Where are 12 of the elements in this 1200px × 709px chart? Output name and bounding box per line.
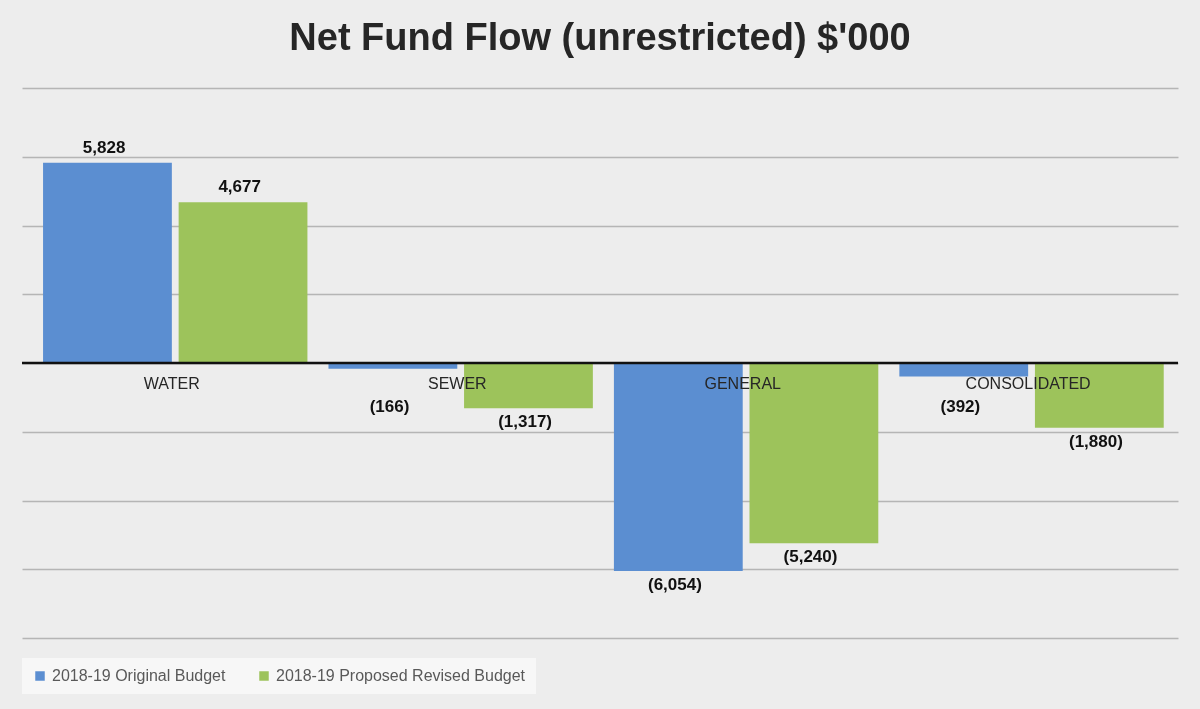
chart-title: Net Fund Flow (unrestricted) $'000 xyxy=(289,16,911,58)
data-label: 5,828 xyxy=(82,137,126,157)
data-label: (6,054) xyxy=(647,575,702,595)
data-label: (1,317) xyxy=(498,412,553,432)
legend-label: 2018-19 Proposed Revised Budget xyxy=(276,667,526,684)
data-label: 4,677 xyxy=(218,177,261,197)
data-label: (5,240) xyxy=(783,547,838,567)
data-label: (392) xyxy=(940,397,981,416)
legend-label: 2018-19 Original Budget xyxy=(52,667,227,684)
x-tick-label: WATER xyxy=(143,374,200,392)
data-label: (1,880) xyxy=(1069,431,1123,451)
data-label: (166) xyxy=(369,397,410,416)
